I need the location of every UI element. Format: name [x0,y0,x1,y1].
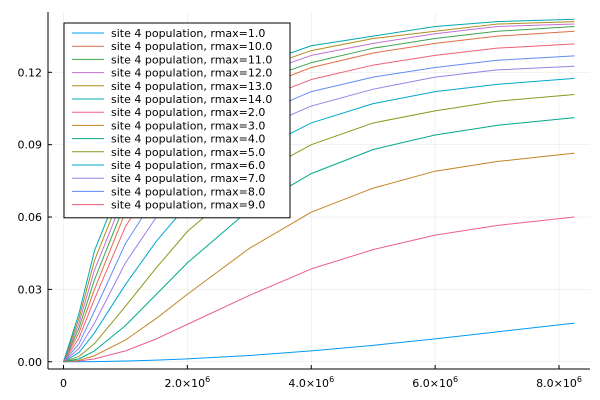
legend-label: site 4 population, rmax=8.0 [111,185,265,198]
x-tick-label: 2.0×106 [164,375,210,390]
x-tick-exponent: 6 [205,375,210,384]
legend-label: site 4 population, rmax=13.0 [111,80,272,93]
legend-label: site 4 population, rmax=3.0 [111,119,265,132]
legend-label: site 4 population, rmax=12.0 [111,67,272,80]
legend-label: site 4 population, rmax=9.0 [111,199,265,212]
series-line-7 [63,216,575,363]
y-tick-label: 0.06 [18,211,43,224]
x-tick-exponent: 6 [577,375,582,384]
x-tick-label: 4.0×106 [288,375,334,390]
x-tick-exponent: 6 [453,375,458,384]
x-tick-label: 6.0×106 [412,375,458,390]
series-line-9 [63,117,575,363]
legend-label: site 4 population, rmax=5.0 [111,146,265,159]
legend-box [63,22,291,219]
legend-label: site 4 population, rmax=7.0 [111,172,265,185]
series-line-1 [63,322,575,363]
legend-label: site 4 population, rmax=11.0 [111,53,272,66]
legend-label: site 4 population, rmax=6.0 [111,159,265,172]
legend-label: site 4 population, rmax=14.0 [111,93,272,106]
y-tick-label: 0.09 [18,139,43,152]
x-tick-exponent: 6 [329,375,334,384]
legend-label: site 4 population, rmax=2.0 [111,106,265,119]
y-tick-label: 0.03 [18,283,43,296]
x-tick-label: 0 [60,377,67,390]
y-tick-label: 0.00 [18,356,43,369]
legend-label: site 4 population, rmax=10.0 [111,40,272,53]
x-tick-label: 8.0×106 [536,375,582,390]
legend-label: site 4 population, rmax=4.0 [111,133,265,146]
y-tick-label: 0.12 [18,66,43,79]
axes [47,12,590,370]
legend-label: site 4 population, rmax=1.0 [111,27,265,40]
series-line-8 [63,152,575,363]
tick-labels: 0 2.0×106 4.0×106 6.0×106 8.0×106 0.00 0.03 0.0… [18,66,582,390]
